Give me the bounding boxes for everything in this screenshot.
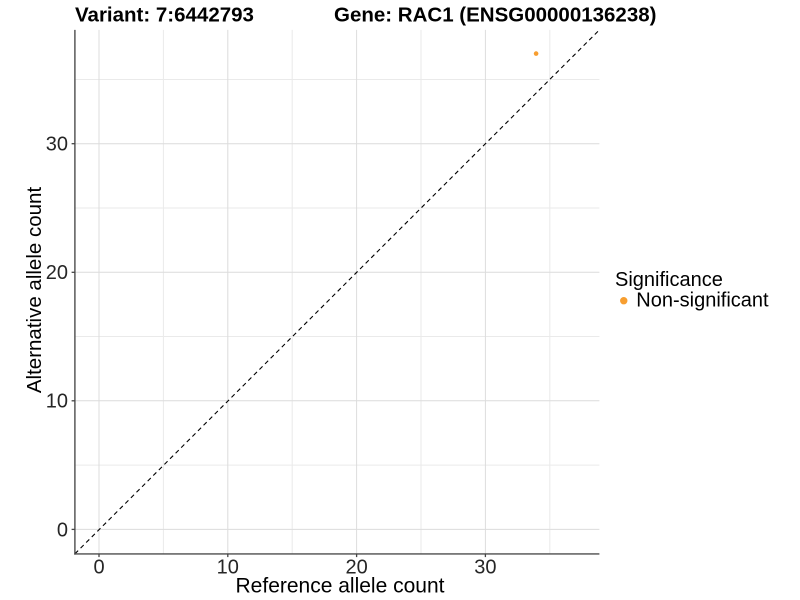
svg-text:Reference allele count: Reference allele count — [236, 575, 445, 598]
svg-text:10: 10 — [217, 557, 239, 579]
svg-text:Variant: 7:6442793: Variant: 7:6442793 — [75, 3, 254, 26]
svg-text:20: 20 — [46, 262, 68, 284]
svg-text:Alternative allele count: Alternative allele count — [23, 187, 46, 394]
svg-text:Non-significant: Non-significant — [636, 289, 769, 311]
svg-text:0: 0 — [93, 557, 104, 579]
svg-text:Significance: Significance — [615, 269, 723, 291]
svg-text:30: 30 — [46, 134, 68, 156]
svg-text:30: 30 — [474, 557, 496, 579]
svg-text:20: 20 — [345, 557, 367, 579]
svg-text:10: 10 — [46, 391, 68, 413]
svg-text:0: 0 — [57, 519, 68, 541]
svg-text:Gene: RAC1 (ENSG00000136238): Gene: RAC1 (ENSG00000136238) — [334, 3, 656, 26]
